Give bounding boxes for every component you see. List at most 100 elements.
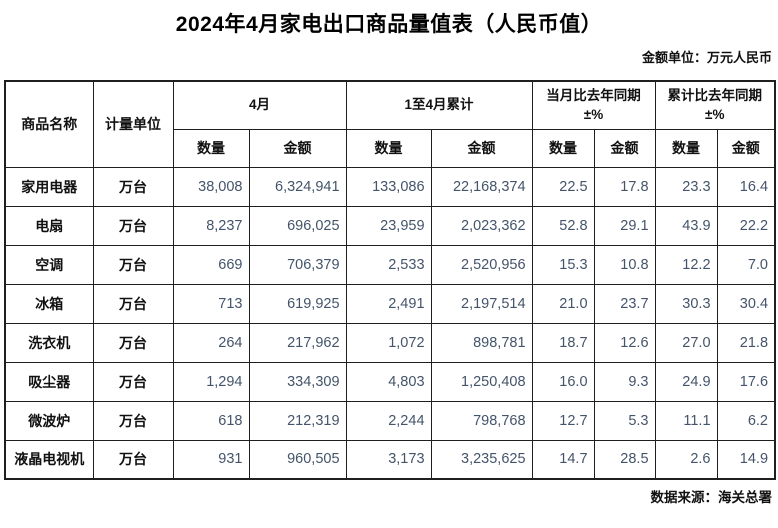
cell-product: 冰箱 — [4, 283, 94, 324]
header-cum-yoy-amount: 金额 — [716, 128, 776, 168]
cell-month-yoy-amount: 29.1 — [593, 205, 656, 246]
cell-april-qty: 264 — [172, 322, 250, 363]
cell-cum-qty: 3,173 — [345, 439, 432, 480]
cell-cum-yoy-qty: 23.3 — [654, 166, 718, 207]
cell-cum-amount: 1,250,408 — [430, 361, 533, 402]
cell-unit: 万台 — [92, 400, 174, 441]
cell-april-qty: 38,008 — [172, 166, 250, 207]
cell-cum-qty: 23,959 — [345, 205, 432, 246]
cell-month-yoy-qty: 21.0 — [531, 283, 595, 324]
header-month-yoy-qty: 数量 — [531, 128, 595, 168]
cell-april-amount: 334,309 — [248, 361, 347, 402]
table-row: 吸尘器 万台 1,294 334,309 4,803 1,250,408 16.… — [4, 361, 776, 402]
header-cum-yoy-qty: 数量 — [654, 128, 718, 168]
header-cum-qty: 数量 — [345, 128, 432, 168]
cell-month-yoy-qty: 16.0 — [531, 361, 595, 402]
header-group-month-yoy-line2: ±% — [583, 107, 604, 123]
table-row: 冰箱 万台 713 619,925 2,491 2,197,514 21.0 2… — [4, 283, 776, 324]
cell-cum-yoy-qty: 27.0 — [654, 322, 718, 363]
cell-unit: 万台 — [92, 322, 174, 363]
cell-month-yoy-qty: 15.3 — [531, 244, 595, 285]
cell-cum-amount: 2,023,362 — [430, 205, 533, 246]
cell-april-qty: 1,294 — [172, 361, 250, 402]
cell-cum-yoy-amount: 6.2 — [716, 400, 776, 441]
cell-cum-amount: 2,520,956 — [430, 244, 533, 285]
table-row: 家用电器 万台 38,008 6,324,941 133,086 22,168,… — [4, 166, 776, 207]
header-month-yoy-amount: 金额 — [593, 128, 656, 168]
cell-cum-yoy-qty: 24.9 — [654, 361, 718, 402]
page-title: 2024年4月家电出口商品量值表（人民币值） — [175, 13, 603, 36]
cell-product: 电扇 — [4, 205, 94, 246]
cell-cum-qty: 133,086 — [345, 166, 432, 207]
header-group-cum-yoy-line2: ±% — [705, 107, 725, 123]
cell-product: 空调 — [4, 244, 94, 285]
header-april-amount: 金额 — [248, 128, 347, 168]
cell-month-yoy-qty: 22.5 — [531, 166, 595, 207]
cell-cum-qty: 1,072 — [345, 322, 432, 363]
cell-april-qty: 618 — [172, 400, 250, 441]
cell-product: 吸尘器 — [4, 361, 94, 402]
header-group-cum-yoy: 累计比去年同期 ±% — [654, 80, 776, 130]
export-data-table: 商品名称 计量单位 4月 1至4月累计 当月比去年同期 ±% 累计比去年同期 ±% … — [4, 80, 777, 480]
cell-cum-yoy-amount: 21.8 — [716, 322, 776, 363]
cell-month-yoy-qty: 12.7 — [531, 400, 595, 441]
cell-april-qty: 931 — [172, 439, 250, 480]
cell-april-amount: 217,962 — [248, 322, 347, 363]
cell-cum-qty: 4,803 — [345, 361, 432, 402]
cell-cum-amount: 798,768 — [430, 400, 533, 441]
header-cum-amount: 金额 — [430, 128, 533, 168]
cell-april-amount: 696,025 — [248, 205, 347, 246]
cell-cum-yoy-amount: 22.2 — [716, 205, 776, 246]
cell-month-yoy-amount: 23.7 — [593, 283, 656, 324]
cell-cum-yoy-amount: 16.4 — [716, 166, 776, 207]
cell-cum-yoy-qty: 30.3 — [654, 283, 718, 324]
cell-april-qty: 713 — [172, 283, 250, 324]
cell-month-yoy-amount: 9.3 — [593, 361, 656, 402]
source-note: 数据来源：海关总署 — [650, 490, 773, 505]
cell-cum-yoy-amount: 17.6 — [716, 361, 776, 402]
header-group-month-yoy: 当月比去年同期 ±% — [531, 80, 656, 130]
cell-month-yoy-qty: 52.8 — [531, 205, 595, 246]
cell-unit: 万台 — [92, 244, 174, 285]
header-group-april: 4月 — [172, 80, 347, 130]
table-row: 微波炉 万台 618 212,319 2,244 798,768 12.7 5.… — [4, 400, 776, 441]
table-row: 液晶电视机 万台 931 960,505 3,173 3,235,625 14.… — [4, 439, 776, 480]
cell-month-yoy-amount: 17.8 — [593, 166, 656, 207]
header-group-month-yoy-line1: 当月比去年同期 — [546, 87, 641, 103]
unit-note: 金额单位：万元人民币 — [641, 50, 772, 65]
cell-unit: 万台 — [92, 283, 174, 324]
cell-april-amount: 960,505 — [248, 439, 347, 480]
cell-product: 家用电器 — [4, 166, 94, 207]
table-row: 电扇 万台 8,237 696,025 23,959 2,023,362 52.… — [4, 205, 776, 246]
cell-unit: 万台 — [92, 166, 174, 207]
cell-month-yoy-amount: 10.8 — [593, 244, 656, 285]
cell-unit: 万台 — [92, 439, 174, 480]
cell-april-qty: 669 — [172, 244, 250, 285]
cell-cum-qty: 2,533 — [345, 244, 432, 285]
cell-cum-amount: 2,197,514 — [430, 283, 533, 324]
cell-cum-yoy-qty: 2.6 — [654, 439, 718, 480]
cell-cum-amount: 898,781 — [430, 322, 533, 363]
table-row: 空调 万台 669 706,379 2,533 2,520,956 15.3 1… — [4, 244, 776, 285]
cell-product: 洗衣机 — [4, 322, 94, 363]
cell-april-amount: 212,319 — [248, 400, 347, 441]
cell-month-yoy-amount: 12.6 — [593, 322, 656, 363]
header-group-cum-yoy-line1: 累计比去年同期 — [667, 87, 763, 103]
cell-cum-yoy-qty: 43.9 — [654, 205, 718, 246]
cell-month-yoy-qty: 14.7 — [531, 439, 595, 480]
header-group-row: 商品名称 计量单位 4月 1至4月累计 当月比去年同期 ±% 累计比去年同期 ±% — [4, 80, 776, 168]
header-group-cumulative: 1至4月累计 — [345, 80, 533, 130]
cell-month-yoy-amount: 28.5 — [593, 439, 656, 480]
cell-cum-qty: 2,491 — [345, 283, 432, 324]
cell-month-yoy-amount: 5.3 — [593, 400, 656, 441]
cell-april-amount: 6,324,941 — [248, 166, 347, 207]
header-sub-row: 数量 金额 数量 金额 数量 金额 数量 金额 — [5, 128, 776, 168]
cell-cum-yoy-amount: 30.4 — [716, 283, 776, 324]
cell-april-qty: 8,237 — [172, 205, 250, 246]
cell-cum-qty: 2,244 — [345, 400, 432, 441]
cell-month-yoy-qty: 18.7 — [531, 322, 595, 363]
table-row: 洗衣机 万台 264 217,962 1,072 898,781 18.7 12… — [4, 322, 776, 363]
cell-cum-yoy-qty: 12.2 — [654, 244, 718, 285]
cell-cum-yoy-amount: 14.9 — [716, 439, 776, 480]
cell-april-amount: 619,925 — [248, 283, 347, 324]
